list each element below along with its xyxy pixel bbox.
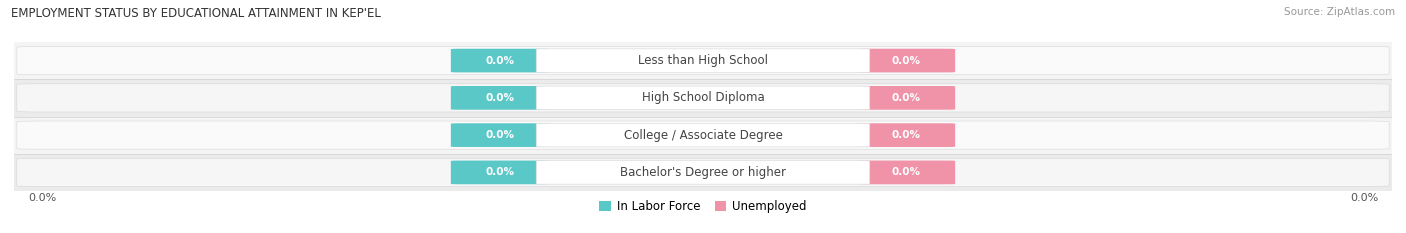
- Text: High School Diploma: High School Diploma: [641, 91, 765, 104]
- Text: 0.0%: 0.0%: [1350, 193, 1378, 203]
- FancyBboxPatch shape: [858, 161, 955, 184]
- FancyBboxPatch shape: [17, 158, 1389, 186]
- Text: Bachelor's Degree or higher: Bachelor's Degree or higher: [620, 166, 786, 179]
- FancyBboxPatch shape: [17, 47, 1389, 75]
- FancyBboxPatch shape: [451, 161, 548, 184]
- Legend: In Labor Force, Unemployed: In Labor Force, Unemployed: [595, 195, 811, 218]
- Text: 0.0%: 0.0%: [485, 168, 515, 177]
- Bar: [14, 42, 1392, 79]
- FancyBboxPatch shape: [17, 84, 1389, 112]
- Text: EMPLOYMENT STATUS BY EDUCATIONAL ATTAINMENT IN KEP'EL: EMPLOYMENT STATUS BY EDUCATIONAL ATTAINM…: [11, 7, 381, 20]
- Text: 0.0%: 0.0%: [891, 130, 921, 140]
- Text: 0.0%: 0.0%: [891, 93, 921, 103]
- FancyBboxPatch shape: [451, 86, 548, 110]
- FancyBboxPatch shape: [536, 49, 870, 72]
- FancyBboxPatch shape: [536, 161, 870, 184]
- FancyBboxPatch shape: [451, 49, 548, 72]
- Text: College / Associate Degree: College / Associate Degree: [624, 129, 782, 142]
- FancyBboxPatch shape: [858, 49, 955, 72]
- Text: 0.0%: 0.0%: [485, 130, 515, 140]
- Text: 0.0%: 0.0%: [485, 93, 515, 103]
- FancyBboxPatch shape: [858, 123, 955, 147]
- FancyBboxPatch shape: [858, 86, 955, 110]
- Text: 0.0%: 0.0%: [28, 193, 56, 203]
- Text: 0.0%: 0.0%: [485, 56, 515, 65]
- FancyBboxPatch shape: [536, 86, 870, 110]
- Bar: [14, 116, 1392, 154]
- FancyBboxPatch shape: [536, 123, 870, 147]
- Text: 0.0%: 0.0%: [891, 168, 921, 177]
- Text: Less than High School: Less than High School: [638, 54, 768, 67]
- Text: Source: ZipAtlas.com: Source: ZipAtlas.com: [1284, 7, 1395, 17]
- FancyBboxPatch shape: [451, 123, 548, 147]
- Bar: [14, 79, 1392, 116]
- Text: 0.0%: 0.0%: [891, 56, 921, 65]
- FancyBboxPatch shape: [17, 121, 1389, 149]
- Bar: [14, 154, 1392, 191]
